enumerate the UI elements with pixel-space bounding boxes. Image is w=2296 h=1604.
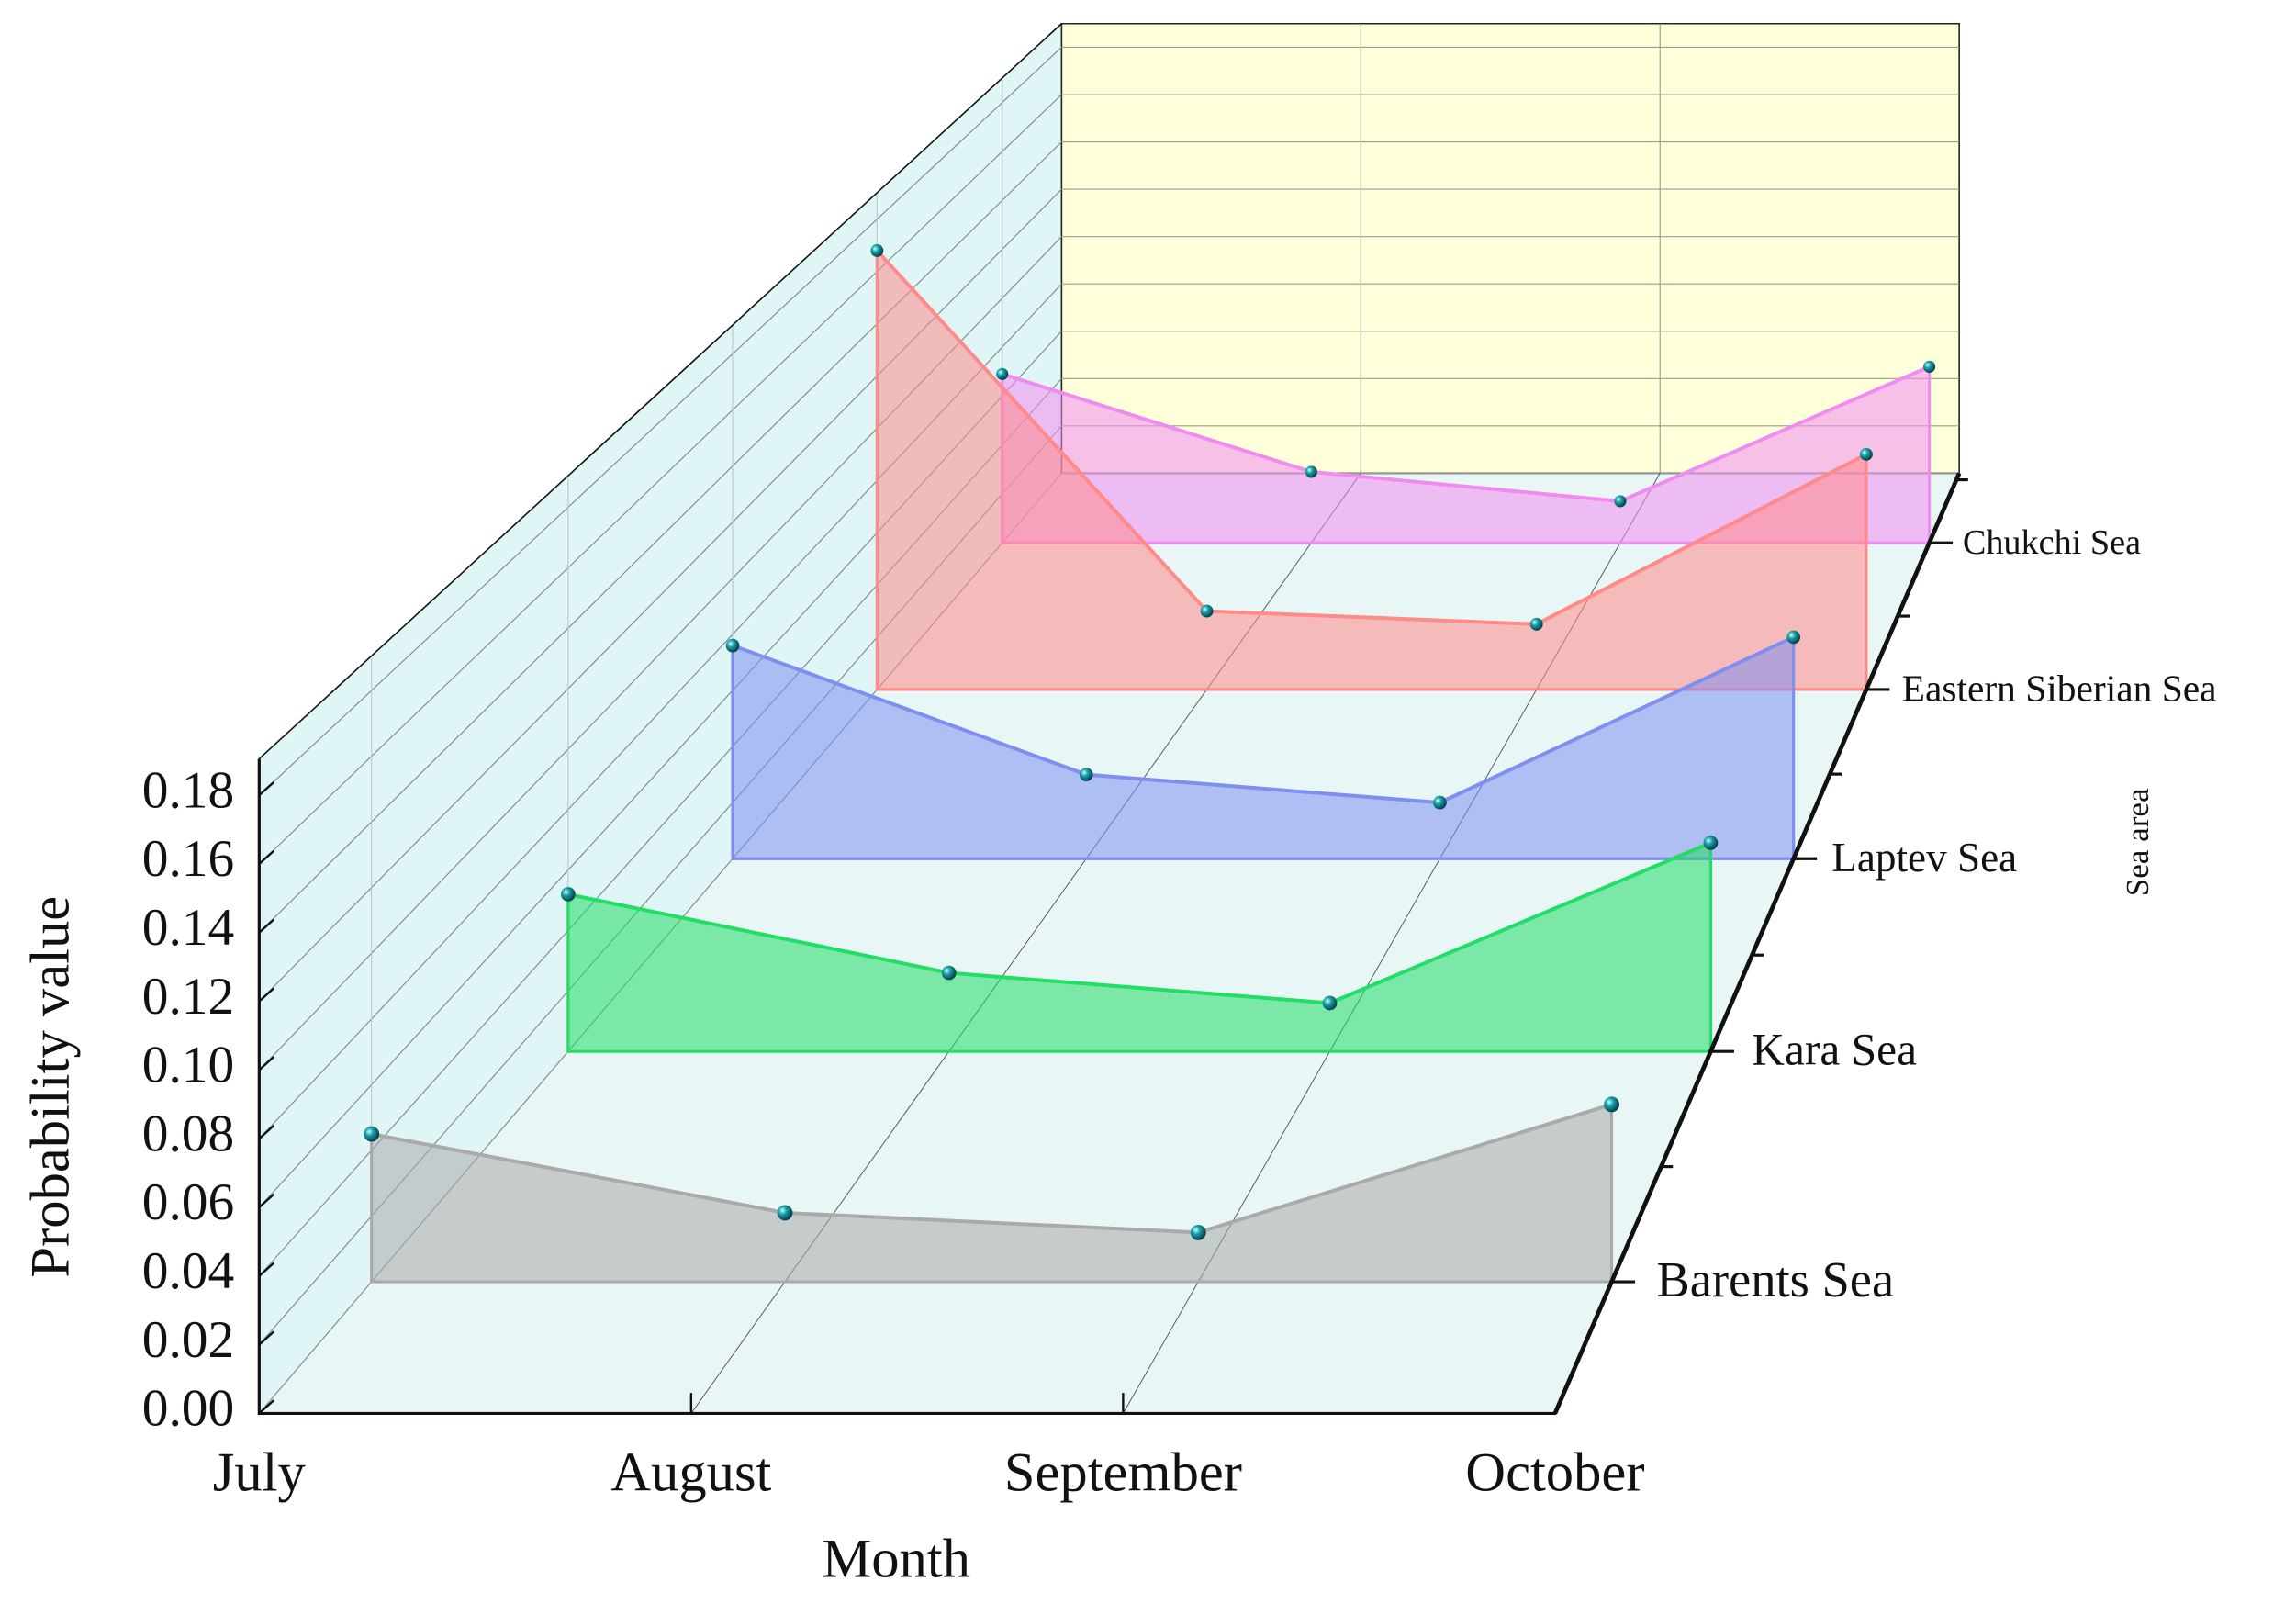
- z-tick-label: Kara Sea: [1752, 1025, 1917, 1075]
- x-tick-label: July: [213, 1442, 307, 1504]
- series-line: [1002, 365, 1931, 503]
- data-point: [1200, 604, 1214, 618]
- data-point: [1614, 495, 1627, 508]
- y-tick: [258, 849, 275, 865]
- y-tick-label: 0.10: [142, 1037, 234, 1094]
- data-point: [725, 638, 740, 653]
- series-line: [371, 1102, 1613, 1235]
- data-point: [1604, 1096, 1619, 1113]
- y-tick: [258, 1262, 275, 1277]
- data-point: [1703, 836, 1719, 850]
- series-line: [567, 841, 1712, 1005]
- grid-line: [258, 47, 1062, 796]
- grid-line: [258, 94, 1062, 865]
- data-point: [1079, 768, 1093, 781]
- x-tick-label: September: [1004, 1442, 1242, 1504]
- x-tick-label: October: [1465, 1442, 1644, 1504]
- y-tick: [258, 1193, 275, 1208]
- y-tick-label: 0.12: [142, 968, 234, 1026]
- y-tick-label: 0.02: [142, 1311, 234, 1369]
- axis-frame: [1552, 472, 1962, 1415]
- y-tick: [258, 987, 275, 1003]
- data-point: [1322, 995, 1338, 1011]
- z-tick-label: Barents Sea: [1656, 1251, 1894, 1307]
- y-tick: [258, 1056, 275, 1071]
- data-point: [1859, 447, 1873, 461]
- data-point: [1529, 617, 1543, 631]
- data-point: [941, 965, 957, 981]
- z-tick-label: Eastern Siberian Sea: [1902, 667, 2217, 710]
- y-tick: [258, 1330, 275, 1346]
- y-tick-label: 0.00: [142, 1380, 234, 1438]
- y-tick: [258, 1399, 275, 1415]
- back-wall: [1060, 22, 1960, 475]
- series-line: [732, 635, 1795, 805]
- data-point: [996, 367, 1009, 380]
- z-tick-label: Laptev Sea: [1831, 835, 2017, 881]
- data-point: [364, 1126, 380, 1142]
- z-tick-label: Chukchi Sea: [1963, 523, 2141, 562]
- axis-frame: [258, 23, 1062, 760]
- data-point: [560, 887, 576, 902]
- grid-line: [258, 141, 1062, 934]
- y-tick-label: 0.08: [142, 1105, 234, 1162]
- series-line: [875, 249, 1867, 626]
- z-axis-label: Sea area: [2120, 788, 2156, 896]
- data-point: [870, 244, 884, 257]
- y-tick: [258, 780, 275, 797]
- y-tick-label: 0.16: [142, 830, 234, 888]
- data-point: [1305, 465, 1317, 478]
- x-axis-label: Month: [822, 1529, 970, 1590]
- x-tick-label: August: [610, 1442, 771, 1504]
- y-tick: [258, 1124, 275, 1140]
- data-point: [1786, 630, 1801, 645]
- y-tick-label: 0.06: [142, 1173, 234, 1231]
- y-tick-label: 0.18: [142, 761, 234, 819]
- data-point: [1433, 795, 1447, 810]
- data-point: [1923, 360, 1936, 373]
- left-wall: [259, 23, 1062, 1414]
- y-tick-label: 0.14: [142, 899, 234, 957]
- data-point: [1190, 1224, 1206, 1240]
- y-tick-label: 0.04: [142, 1242, 234, 1300]
- data-point: [777, 1205, 793, 1221]
- y-tick: [258, 918, 275, 934]
- y-axis-label: Probability value: [20, 896, 82, 1278]
